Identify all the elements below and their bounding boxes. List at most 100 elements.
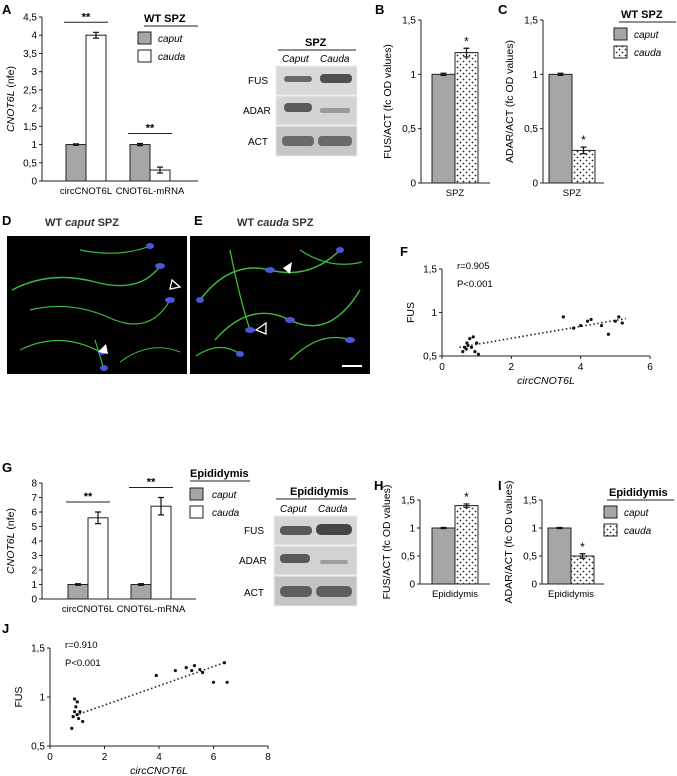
x-tick-label-g-0: circCNOT6L [62,604,114,615]
point-j-10 [154,673,158,678]
point-f-9 [475,341,479,345]
point-f-11 [561,315,565,319]
legend-i-title: Epididymis [609,487,668,499]
x-tick-label-h-0: Epididymis [432,589,478,600]
x-tick-label-b-0: SPZ [446,188,465,199]
point-f-16 [599,323,604,328]
legend-c-swatch-cauda [613,45,628,59]
error-bar-g-caput-0 [75,583,81,586]
panel-letter-d: D [2,213,11,228]
significance-mark-g-1: ** [147,477,156,489]
error-bar-c-caput-0 [557,72,564,77]
y-tick-label-c-2: 1 [532,70,538,81]
bar-g-caput-0 [67,584,89,600]
point-j-8 [72,697,77,701]
error-bar-a-caput-0 [73,143,79,146]
trend-line-f [459,317,626,349]
bar-h-caput-0 [431,527,456,585]
error-bar-h-cauda-0 [463,503,470,508]
blot-a-title: SPZ [305,37,327,49]
bar-h-cauda-0 [454,505,479,585]
point-j-12 [184,666,188,670]
y-axis-label-g: CNOT6L (nfe) [5,508,17,574]
legend-c-label-cauda: cauda [634,48,662,59]
micrograph-d: WT caput SPZ [7,217,187,374]
blot-g-band-act-cauda [316,586,352,597]
error-bar-g-cauda-1 [158,496,164,516]
error-bar-i-caput-0 [556,526,563,530]
chart-i: 0 0,5 1 1,5 ADAR/ACT (fc OD values) Epididymi… [503,481,604,603]
y-axis-label-f: FUS [405,302,417,323]
y-tick-label-i-3: 1,5 [523,496,537,507]
chart-j: 0 2 4 6 8 0,5 1 1,5 circCNOT6L FUS r=0.910 P<0.001 [13,640,271,776]
legend-g-swatch-cauda [189,505,204,519]
panel-letter-g: G [2,460,12,475]
panel-letter-c: C [498,2,508,17]
y-tick-label-f-2: 1,5 [423,265,437,276]
point-j-3 [74,705,78,709]
blot-g-row-fus: FUS [244,526,264,537]
bar-i-caput-0 [547,527,572,585]
significance-mark-b-0: * [464,34,469,48]
point-j-7 [81,719,85,724]
x-tick-label-j-3: 6 [211,752,217,763]
y-tick-label-h-2: 1 [409,524,415,535]
error-bar-g-caput-1 [138,583,144,586]
y-tick-label-h-1: 0,5 [401,552,415,563]
x-tick-label-i-0: Epididymis [548,589,594,600]
y-tick-label-h-0: 0 [409,580,415,591]
x-tick-label-f-1: 2 [509,362,515,373]
blot-a-lane-cauda: Cauda [320,54,350,65]
y-tick-label-c-1: 0,5 [524,124,538,135]
legend-g-label-caput: caput [212,490,238,501]
legend-i-label-caput: caput [624,508,650,519]
x-axis-label-j: circCNOT6L [130,765,188,776]
point-f-3 [465,341,469,345]
blot-a-band-adar-caput [284,103,312,112]
x-tick-label-f-3: 6 [647,362,653,373]
legend-i-swatch-caput [603,505,618,519]
micrograph-e: WT cauda SPZ [190,217,370,374]
y-axis-label-j: FUS [13,687,25,708]
error-bar-g-cauda-0 [95,511,101,525]
y-tick-label-a-9: 4,5 [23,13,37,24]
point-j-11 [173,668,177,673]
y-tick-label-i-1: 0,5 [523,552,537,563]
x-tick-label-g-1: CNOT6L-mRNA [117,604,186,615]
chart-c: 0 0,5 1 1,5 ADAR/ACT (fc OD values) SPZ * [504,16,604,199]
point-f-18 [613,319,617,323]
point-j-16 [201,670,205,675]
point-f-20 [620,321,624,325]
panel-letter-e: E [194,213,203,228]
western-blot-g: Epididymis Caput Cauda FUS ADAR ACT [239,486,358,607]
chart-f: 0 2 4 6 0,5 1 1,5 circCNOT6L FUS r=0.905 P<0.001 [405,261,653,387]
blot-a-row-adar: ADAR [243,106,271,117]
filled-arrowhead-e [283,262,292,274]
significance-mark-c-0: * [581,133,586,147]
blot-g-band-fus-cauda [316,524,352,535]
legend-c-swatch-caput [613,27,628,41]
micrograph-e-title: WT cauda SPZ [237,217,314,229]
x-tick-label-j-4: 8 [265,752,271,763]
point-f-2 [464,347,468,351]
y-tick-label-a-5: 2,5 [23,85,37,96]
blot-g-title: Epididymis [290,486,349,498]
point-f-14 [586,319,590,323]
legend-a-swatch-cauda [137,49,152,63]
error-bar-a-cauda-0 [93,31,99,39]
blot-a-band-fus-cauda [320,74,352,83]
y-tick-label-h-3: 1,5 [401,496,415,507]
chart-g: 0 1 2 3 4 5 6 7 8 CNOT6L (nfe) circCNOT6L ** CNOT6L-… [5,477,196,615]
x-tick-label-j-2: 4 [156,752,162,763]
x-tick-label-a-0: circCNOT6L [60,186,112,197]
x-tick-label-f-2: 4 [578,362,584,373]
panel-letter-a: A [2,2,12,17]
point-j-19 [225,680,229,684]
blot-g-band-fus-caput [280,526,312,535]
point-j-17 [211,680,216,684]
point-f-12 [572,326,576,330]
legend-g-swatch-caput [189,487,204,501]
point-j-1 [71,715,75,719]
legend-c: WT SPZ caput cauda [613,9,676,59]
x-tick-label-j-1: 2 [102,752,108,763]
